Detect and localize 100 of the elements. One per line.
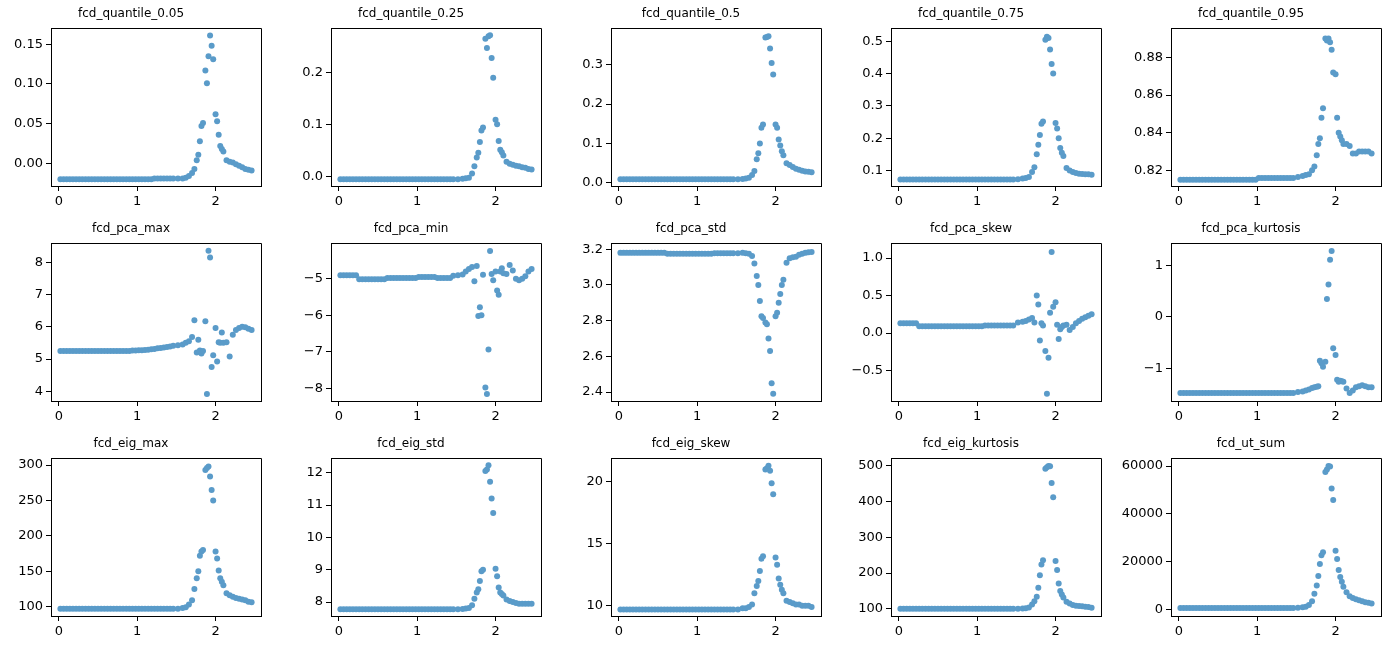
- y-tick-label: 0.84: [1134, 124, 1163, 140]
- y-tick-label: 7: [34, 285, 43, 301]
- x-tick-label: 2: [211, 623, 220, 639]
- x-tick-label: 2: [771, 408, 780, 424]
- x-tick-label: 1: [973, 623, 982, 639]
- x-tick-label: 1: [413, 623, 422, 639]
- x-tick-label: 2: [491, 193, 500, 209]
- y-tick-label: 100: [858, 600, 883, 616]
- y-tick-label: 0.00: [14, 154, 43, 170]
- x-tick-label: 2: [211, 193, 220, 209]
- y-tick-label: 300: [858, 528, 883, 544]
- y-tick-label: 8: [34, 253, 43, 269]
- x-tick-label: 1: [413, 408, 422, 424]
- y-tick-label: 0.2: [302, 63, 323, 79]
- chart-title: fcd_pca_kurtosis: [1201, 221, 1301, 236]
- y-tick-label: 10: [586, 597, 603, 613]
- chart-title: fcd_quantile_0.5: [641, 6, 741, 21]
- chart-title: fcd_eig_max: [93, 436, 169, 451]
- y-tick-label: 11: [306, 496, 323, 512]
- x-tick-label: 1: [1253, 623, 1262, 639]
- y-tick-label: 0.3: [862, 97, 883, 113]
- y-tick-label: 3.2: [582, 240, 603, 256]
- y-tick-label: 0.3: [582, 56, 603, 72]
- x-tick-label: 1: [973, 193, 982, 209]
- y-tick-label: −5: [303, 270, 323, 286]
- y-tick-label: 0.82: [1134, 161, 1163, 177]
- x-tick-label: 0: [1174, 623, 1183, 639]
- y-tick-label: −0.5: [851, 362, 883, 377]
- y-tick-label: −6: [303, 306, 323, 322]
- x-tick-label: 2: [491, 623, 500, 639]
- x-tick-label: 2: [1331, 408, 1340, 424]
- x-tick-label: 2: [771, 623, 780, 639]
- x-tick-label: 2: [1331, 193, 1340, 209]
- chart-title: fcd_pca_max: [91, 221, 171, 236]
- x-tick-label: 0: [1174, 408, 1183, 424]
- y-tick-label: 150: [18, 562, 43, 578]
- x-tick-label: 2: [771, 193, 780, 209]
- x-tick-label: 1: [133, 623, 142, 639]
- x-tick-label: 0: [54, 408, 63, 424]
- y-tick-label: 0.4: [862, 64, 883, 80]
- x-tick-label: 1: [413, 193, 422, 209]
- y-tick-label: 200: [858, 564, 883, 580]
- chart-title: fcd_pca_std: [655, 221, 727, 236]
- x-tick-label: 0: [894, 193, 903, 209]
- y-tick-label: 10: [306, 528, 323, 544]
- y-tick-label: 0.0: [302, 167, 323, 183]
- y-tick-label: 0.1: [862, 161, 883, 177]
- x-tick-label: 1: [693, 408, 702, 424]
- y-tick-label: 0.5: [862, 286, 883, 302]
- x-tick-label: 1: [973, 408, 982, 424]
- x-tick-label: 0: [614, 408, 623, 424]
- y-tick-label: −8: [303, 379, 323, 395]
- y-tick-label: 40000: [1121, 505, 1163, 521]
- y-tick-label: 12: [306, 464, 323, 480]
- x-tick-label: 0: [54, 193, 63, 209]
- y-tick-label: 0.86: [1134, 86, 1163, 102]
- x-tick-label: 0: [614, 623, 623, 639]
- chart-title: fcd_eig_skew: [651, 436, 731, 451]
- y-tick-label: 0.15: [14, 35, 43, 51]
- y-tick-label: 0.2: [582, 95, 603, 111]
- chart-title: fcd_eig_kurtosis: [923, 436, 1019, 451]
- y-tick-label: −7: [303, 343, 323, 359]
- x-tick-label: 1: [693, 623, 702, 639]
- y-tick-label: 5: [34, 350, 43, 366]
- x-tick-label: 0: [334, 408, 343, 424]
- y-tick-label: 1.0: [862, 249, 883, 265]
- y-tick-label: 9: [314, 561, 323, 577]
- y-tick-label: 8: [314, 593, 323, 609]
- y-tick-label: 300: [18, 456, 43, 472]
- y-tick-label: 2.8: [582, 312, 603, 328]
- y-tick-label: 60000: [1121, 457, 1163, 473]
- y-tick-label: −1: [1143, 359, 1163, 375]
- x-tick-label: 2: [1051, 193, 1060, 209]
- y-tick-label: 6: [34, 318, 43, 334]
- chart-title: fcd_pca_skew: [930, 221, 1013, 236]
- y-tick-label: 0.0: [582, 174, 603, 190]
- y-tick-label: 2.6: [582, 347, 603, 363]
- x-tick-label: 2: [211, 408, 220, 424]
- y-tick-label: 200: [18, 527, 43, 543]
- y-tick-label: 0.0: [862, 324, 883, 340]
- x-tick-label: 0: [54, 623, 63, 639]
- x-tick-label: 2: [1051, 623, 1060, 639]
- y-tick-label: 20: [586, 473, 603, 489]
- y-tick-label: 100: [18, 597, 43, 613]
- x-tick-label: 1: [693, 193, 702, 209]
- chart-title: fcd_quantile_0.95: [1197, 6, 1305, 21]
- chart-title: fcd_ut_sum: [1216, 436, 1286, 451]
- chart-title: fcd_eig_std: [377, 436, 445, 451]
- y-tick-label: 0: [1154, 600, 1163, 616]
- x-tick-label: 1: [1253, 408, 1262, 424]
- y-tick-label: 0.2: [862, 129, 883, 145]
- y-tick-label: 0.1: [302, 115, 323, 131]
- y-tick-label: 0.88: [1134, 48, 1163, 64]
- y-tick-label: 0.1: [582, 134, 603, 150]
- x-tick-label: 2: [491, 408, 500, 424]
- x-tick-label: 0: [614, 193, 623, 209]
- y-tick-label: 400: [858, 493, 883, 509]
- y-tick-label: 2.4: [582, 383, 603, 399]
- y-tick-label: 250: [18, 491, 43, 507]
- y-tick-label: 15: [586, 535, 603, 551]
